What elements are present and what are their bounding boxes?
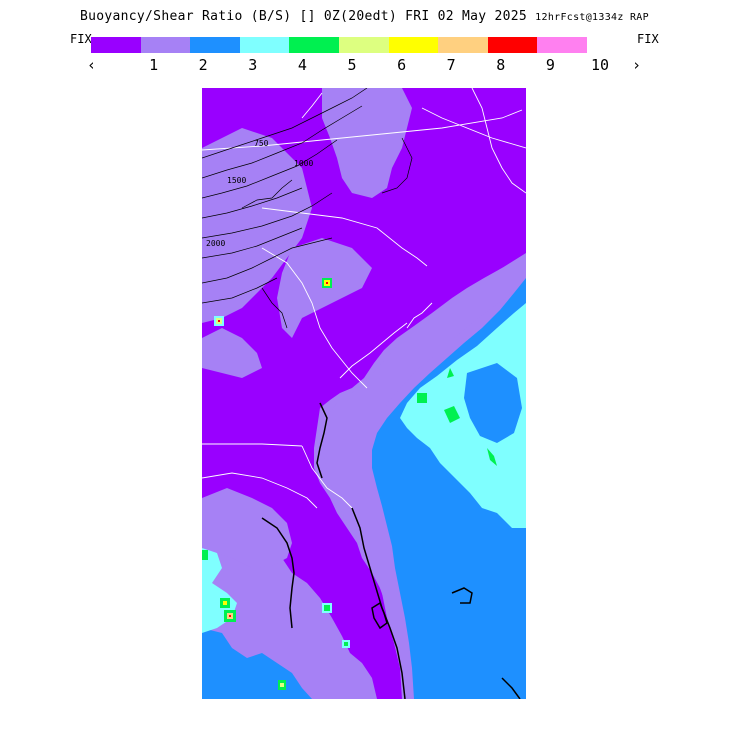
region-lightpurple-north (322, 88, 412, 198)
map-title: Buoyancy/Shear Ratio (B/S) [] 0Z(20edt) … (0, 9, 729, 24)
color-bin-1 (91, 37, 141, 53)
contour-label-750: 750 (254, 139, 269, 148)
contour-label-2000: 2000 (206, 239, 225, 248)
tick-label-9: 9 (545, 56, 555, 74)
title-main: Buoyancy/Shear Ratio (B/S) (80, 9, 292, 24)
tick-label-1: 1 (149, 56, 159, 74)
coastline-dark (261, 402, 521, 699)
prev-arrow-icon[interactable]: ‹ (87, 56, 97, 74)
title-forecast: 12hrFcst@1334z RAP (535, 12, 649, 23)
terrain-contours (202, 88, 413, 329)
color-bin-2 (140, 37, 191, 53)
state-borders (202, 88, 526, 509)
green-spot-2 (417, 393, 427, 403)
fix-right-label[interactable]: FIX (637, 32, 659, 46)
color-bin-5 (289, 37, 339, 53)
green-spot-1 (444, 406, 460, 423)
green-spot-4 (447, 368, 454, 378)
tick-label-3: 3 (248, 56, 258, 74)
color-bin-9 (487, 37, 538, 53)
green-spot-3 (487, 448, 497, 466)
hot-spots (202, 278, 350, 690)
tick-label-5: 5 (347, 56, 357, 74)
contour-labels: 750 1000 1500 2000 (206, 139, 313, 248)
tick-label-2: 2 (198, 56, 208, 74)
tick-label-4: 4 (297, 56, 307, 74)
region-lightpurple-west (202, 128, 312, 323)
color-scale-bar (91, 37, 587, 53)
fix-left-label[interactable]: FIX (70, 32, 92, 46)
color-bin-4 (239, 37, 290, 53)
color-bin-7 (388, 37, 439, 53)
contour-label-1000: 1000 (294, 159, 313, 168)
contour-label-1500: 1500 (227, 176, 246, 185)
color-bin-6 (338, 37, 389, 53)
color-bin-8 (438, 37, 488, 53)
region-gulf-lightpurple (202, 488, 292, 568)
tick-label-8: 8 (496, 56, 506, 74)
region-lightpurple-mid (202, 328, 262, 378)
tick-label-6: 6 (397, 56, 407, 74)
next-arrow-icon[interactable]: › (632, 56, 642, 74)
color-bin-3 (190, 37, 240, 53)
forecast-map: 750 1000 1500 2000 (202, 88, 526, 699)
color-scale-ticks: 1 2 3 4 5 6 7 8 9 10 (0, 56, 729, 76)
title-time: [] 0Z(20edt) FRI 02 May 2025 (299, 9, 528, 24)
region-lightpurple-coast (322, 253, 526, 699)
region-blue-inner (464, 363, 522, 443)
color-bin-10 (537, 37, 587, 53)
tick-label-7: 7 (446, 56, 456, 74)
tick-label-10: 10 (590, 56, 610, 74)
region-cyan (400, 303, 526, 528)
